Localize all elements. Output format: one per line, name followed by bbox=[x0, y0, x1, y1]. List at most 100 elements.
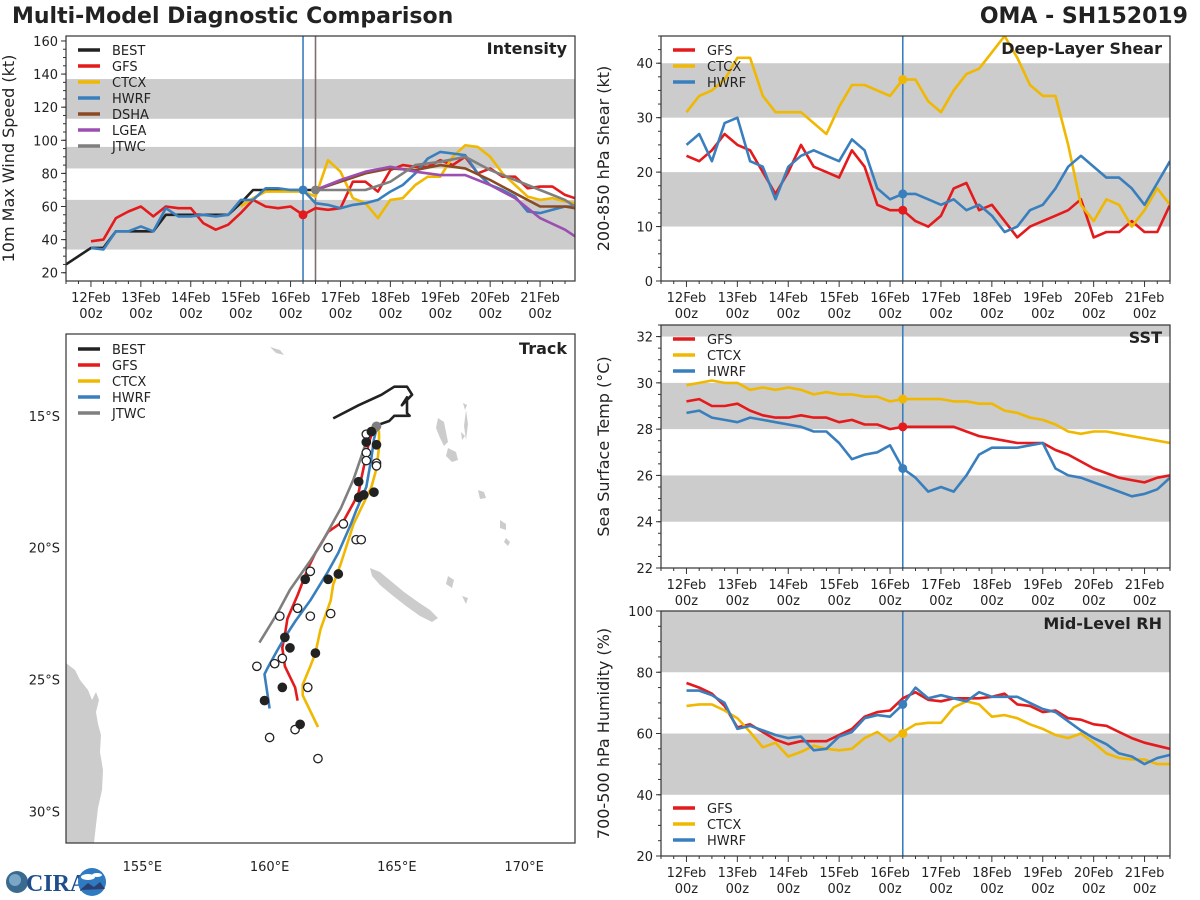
y-tick-label: 26 bbox=[636, 469, 653, 484]
x-tick-label-hour: 00z bbox=[1031, 307, 1055, 322]
x-tick-label-hour: 00z bbox=[229, 307, 253, 322]
legend-label-jtwc: JTWC bbox=[111, 407, 146, 422]
track-line-jtwc bbox=[258, 425, 376, 644]
legend-label-hwrf: HWRF bbox=[112, 92, 151, 107]
legend-label-ctcx: CTCX bbox=[707, 60, 741, 75]
series-line-ctcx bbox=[686, 379, 1170, 445]
vanuatu-efate bbox=[478, 490, 486, 499]
plot-area bbox=[661, 611, 1170, 856]
x-tick-label-hour: 00z bbox=[878, 594, 902, 609]
x-tick-label-date: 16Feb bbox=[870, 866, 910, 881]
y-tick-label: 20 bbox=[636, 850, 653, 865]
loyalty-islands bbox=[446, 576, 454, 588]
cloud-icon bbox=[92, 873, 102, 877]
legend-label-ctcx: CTCX bbox=[112, 76, 146, 91]
x-tick-label-date: 19Feb bbox=[1023, 578, 1063, 593]
y-tick-label: 40 bbox=[41, 234, 58, 249]
series-line-dsha bbox=[315, 163, 575, 210]
track-point-filled bbox=[369, 487, 379, 498]
vanuatu-small-2 bbox=[464, 410, 468, 440]
panel-title: Track bbox=[519, 339, 567, 358]
y-tick-label: 100 bbox=[33, 134, 58, 149]
chart-track: 155°E 160°E 165°E 170°E 15°S 20°S 25°S 30°S Trac… bbox=[29, 333, 576, 875]
shade-band bbox=[661, 382, 1170, 430]
marker-ctcx bbox=[898, 729, 908, 738]
x-tick-label-hour: 00z bbox=[129, 307, 153, 322]
x-tick-label-hour: 00z bbox=[1031, 594, 1055, 609]
x-tick-label-hour: 00z bbox=[827, 307, 851, 322]
lon-tick-label: 170°E bbox=[504, 860, 544, 875]
x-tick-label-hour: 00z bbox=[429, 307, 453, 322]
x-tick-label-hour: 00z bbox=[1082, 307, 1106, 322]
x-tick-label-hour: 00z bbox=[675, 882, 699, 897]
track-point-open bbox=[305, 566, 316, 577]
x-tick-label-hour: 00z bbox=[1031, 882, 1055, 897]
australia-coast bbox=[66, 663, 103, 843]
x-tick-label-date: 14Feb bbox=[768, 291, 808, 306]
y-tick-label: 30 bbox=[636, 112, 653, 127]
legend-label-hwrf: HWRF bbox=[707, 834, 746, 849]
track-point-filled bbox=[371, 439, 382, 450]
y-tick-label: 40 bbox=[636, 57, 653, 72]
x-tick-label-hour: 00z bbox=[777, 882, 801, 897]
x-tick-label-hour: 00z bbox=[329, 307, 353, 322]
marker-hwrf bbox=[898, 463, 908, 473]
marker-gfs bbox=[898, 422, 908, 432]
x-tick-label-date: 19Feb bbox=[1023, 866, 1063, 881]
panel-title: Intensity bbox=[487, 39, 568, 58]
y-tick-label: 20 bbox=[636, 166, 653, 181]
x-tick-label-hour: 00z bbox=[827, 594, 851, 609]
track-line-hwrf bbox=[263, 428, 378, 709]
lat-tick-label: 30°S bbox=[29, 805, 60, 820]
y-axis-label: 200-850 hPa Shear (kt) bbox=[594, 66, 613, 252]
track-point-open bbox=[361, 455, 372, 466]
vanuatu-erromango bbox=[500, 520, 506, 530]
x-tick-label-hour: 00z bbox=[878, 307, 902, 322]
y-tick-label: 100 bbox=[628, 605, 653, 620]
series-line-hwrf bbox=[686, 686, 1170, 766]
x-tick-label-date: 13Feb bbox=[121, 291, 161, 306]
marker-hwrf bbox=[898, 189, 908, 199]
x-tick-label-date: 14Feb bbox=[768, 578, 808, 593]
marker-gfs bbox=[298, 210, 308, 220]
map-frame bbox=[65, 333, 576, 844]
x-tick-label-hour: 00z bbox=[777, 594, 801, 609]
track-point-open bbox=[264, 732, 275, 743]
legend-label-hwrf: HWRF bbox=[707, 76, 746, 91]
legend-label-dsha: DSHA bbox=[112, 108, 149, 123]
plot-area bbox=[661, 325, 1170, 568]
x-tick-label-hour: 00z bbox=[980, 594, 1004, 609]
track-line-gfs bbox=[280, 428, 376, 701]
y-tick-label: 32 bbox=[636, 331, 653, 346]
x-tick-label-hour: 00z bbox=[929, 594, 953, 609]
x-tick-label-hour: 00z bbox=[379, 307, 403, 322]
vanuatu-espiritu bbox=[436, 418, 448, 446]
x-tick-label-date: 17Feb bbox=[921, 578, 961, 593]
x-tick-label-hour: 00z bbox=[726, 307, 750, 322]
track-point-filled bbox=[285, 642, 295, 653]
y-axis-label: Sea Surface Temp (°C) bbox=[594, 356, 613, 536]
vanuatu-small-1 bbox=[461, 432, 465, 440]
x-tick-label-date: 16Feb bbox=[271, 291, 311, 306]
x-tick-label-date: 21Feb bbox=[520, 291, 560, 306]
x-tick-label-hour: 00z bbox=[279, 307, 303, 322]
track-point-open bbox=[356, 534, 367, 545]
legend-label-gfs: GFS bbox=[112, 60, 138, 75]
track-point-open bbox=[371, 461, 382, 471]
panel-title: SST bbox=[1129, 328, 1162, 347]
legend-label-gfs: GFS bbox=[707, 802, 733, 817]
series-line-ctcx bbox=[685, 36, 1170, 228]
x-tick-label-hour: 00z bbox=[726, 882, 750, 897]
series-line-lgea bbox=[315, 165, 575, 238]
track-point-filled bbox=[310, 648, 321, 658]
vanuatu-malekula bbox=[446, 448, 458, 462]
track-point-open bbox=[323, 542, 333, 553]
y-tick-label: 10 bbox=[636, 221, 653, 236]
storm-id: OMA - SH152019 bbox=[979, 4, 1188, 29]
x-tick-label-hour: 00z bbox=[1133, 307, 1157, 322]
track-point-filled bbox=[300, 574, 311, 585]
x-tick-label-date: 16Feb bbox=[870, 578, 910, 593]
